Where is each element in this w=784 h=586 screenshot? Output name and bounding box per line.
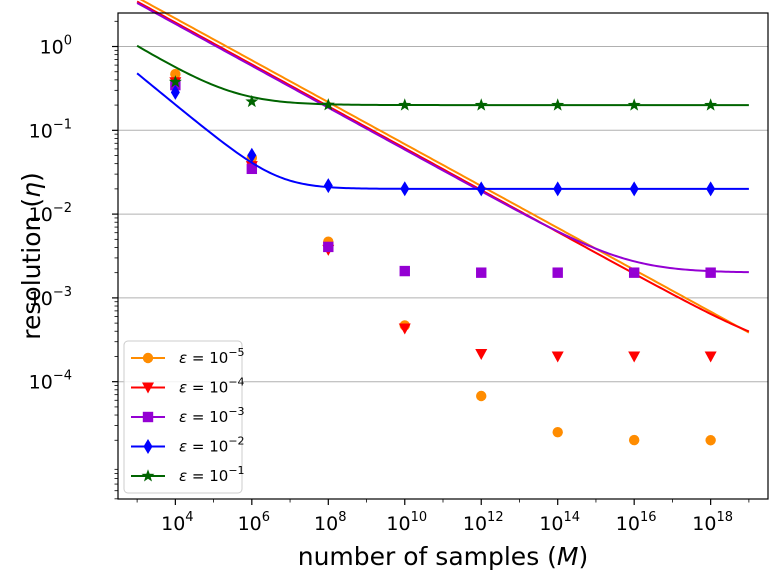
- legend-box: [123, 340, 243, 494]
- x-tick-label: 1014: [539, 510, 580, 535]
- series-eps-m1: [136, 44, 749, 111]
- legend-label-series-eps-m5: ε = 10−5: [179, 346, 245, 367]
- legend: ε = 10−5 ε = 10−4 ε = 10−3 ε = 10−2 ε = 10−1: [123, 340, 245, 494]
- series-eps-m4-marker: [398, 323, 411, 335]
- series-eps-m2-marker: [629, 181, 639, 197]
- series-eps-m1-marker: [474, 98, 488, 111]
- y-tick-label: 10−2: [29, 201, 72, 226]
- series-eps-m4-line: [136, 0, 750, 333]
- series-eps-m3-marker: [323, 241, 334, 253]
- series-eps-m5-marker: [170, 68, 181, 80]
- series-eps-m3-line: [136, 2, 749, 274]
- series-eps-m3-marker: [705, 267, 716, 278]
- series-eps-m4: [136, 0, 750, 363]
- x-tick-label: 1010: [386, 510, 427, 535]
- series-eps-m1-marker: [627, 98, 641, 111]
- series-eps-m1-marker: [321, 98, 335, 111]
- x-tick-label: 108: [314, 510, 346, 535]
- series-eps-m5-marker: [476, 390, 487, 402]
- x-tick-label: 104: [161, 510, 193, 535]
- series-eps-m2-marker: [323, 178, 333, 194]
- y-tick-label: 100: [40, 34, 72, 59]
- series-eps-m3-marker: [628, 267, 640, 278]
- series-eps-m3-marker: [399, 265, 410, 277]
- y-tick-label: 10−1: [29, 117, 72, 142]
- series-eps-m5-marker: [628, 434, 640, 446]
- series-eps-m2-line: [136, 72, 749, 190]
- series-eps-m5-marker: [552, 426, 563, 438]
- legend-marker-series-eps-m2: [143, 439, 153, 454]
- series-eps-m5-line: [139, 0, 750, 334]
- y-axis-label: resolution (η): [17, 172, 46, 339]
- series-eps-m2-marker: [247, 147, 257, 163]
- legend-marker-series-eps-m4: [142, 382, 154, 394]
- legend-marker-series-eps-m1: [141, 469, 155, 482]
- legend-label-series-eps-m2: ε = 10−2: [179, 435, 245, 456]
- series-layer: [136, 0, 750, 446]
- legend-label-series-eps-m4: ε = 10−4: [179, 376, 245, 397]
- series-eps-m2-marker: [553, 181, 563, 197]
- series-eps-m1-marker: [704, 98, 718, 111]
- series-eps-m1-marker: [168, 75, 182, 88]
- y-tick-label: 10−4: [29, 369, 72, 394]
- series-eps-m4-marker: [704, 351, 717, 363]
- series-eps-m3-marker: [552, 267, 563, 278]
- series-eps-m3-marker: [476, 267, 487, 278]
- series-eps-m1-line: [136, 44, 749, 107]
- x-tick-label: 1018: [692, 510, 733, 535]
- tick-layer: 100 10−1 10−2 10−3 10−4 104 106 108 1010 1012 1014…: [29, 20, 750, 535]
- x-tick-label: 1016: [616, 510, 657, 535]
- series-eps-m1-marker: [245, 94, 259, 108]
- series-eps-m5-marker: [705, 435, 716, 446]
- series-eps-m2: [136, 72, 749, 197]
- series-eps-m2-marker: [476, 181, 486, 197]
- legend-marker-series-eps-m3: [142, 411, 154, 423]
- x-tick-label: 106: [238, 510, 270, 535]
- series-eps-m3: [136, 2, 749, 278]
- series-eps-m1-marker: [398, 98, 412, 111]
- series-eps-m4-marker: [475, 349, 488, 361]
- series-eps-m2-marker: [170, 84, 180, 100]
- series-eps-m2-marker: [706, 181, 716, 197]
- legend-label-series-eps-m3: ε = 10−3: [179, 405, 245, 426]
- series-eps-m4-marker: [551, 351, 564, 363]
- series-eps-m1-marker: [551, 98, 565, 111]
- series-eps-m3-marker: [246, 163, 258, 175]
- series-eps-m4-marker: [628, 351, 641, 363]
- x-tick-label: 1012: [463, 510, 504, 535]
- x-axis-label: number of samples (M): [298, 542, 589, 571]
- series-eps-m2-marker: [400, 181, 410, 197]
- y-tick-label: 10−3: [29, 285, 72, 310]
- grid-lines: [118, 46, 768, 383]
- legend-label-series-eps-m1: ε = 10−1: [179, 464, 245, 485]
- legend-marker-series-eps-m5: [142, 352, 154, 364]
